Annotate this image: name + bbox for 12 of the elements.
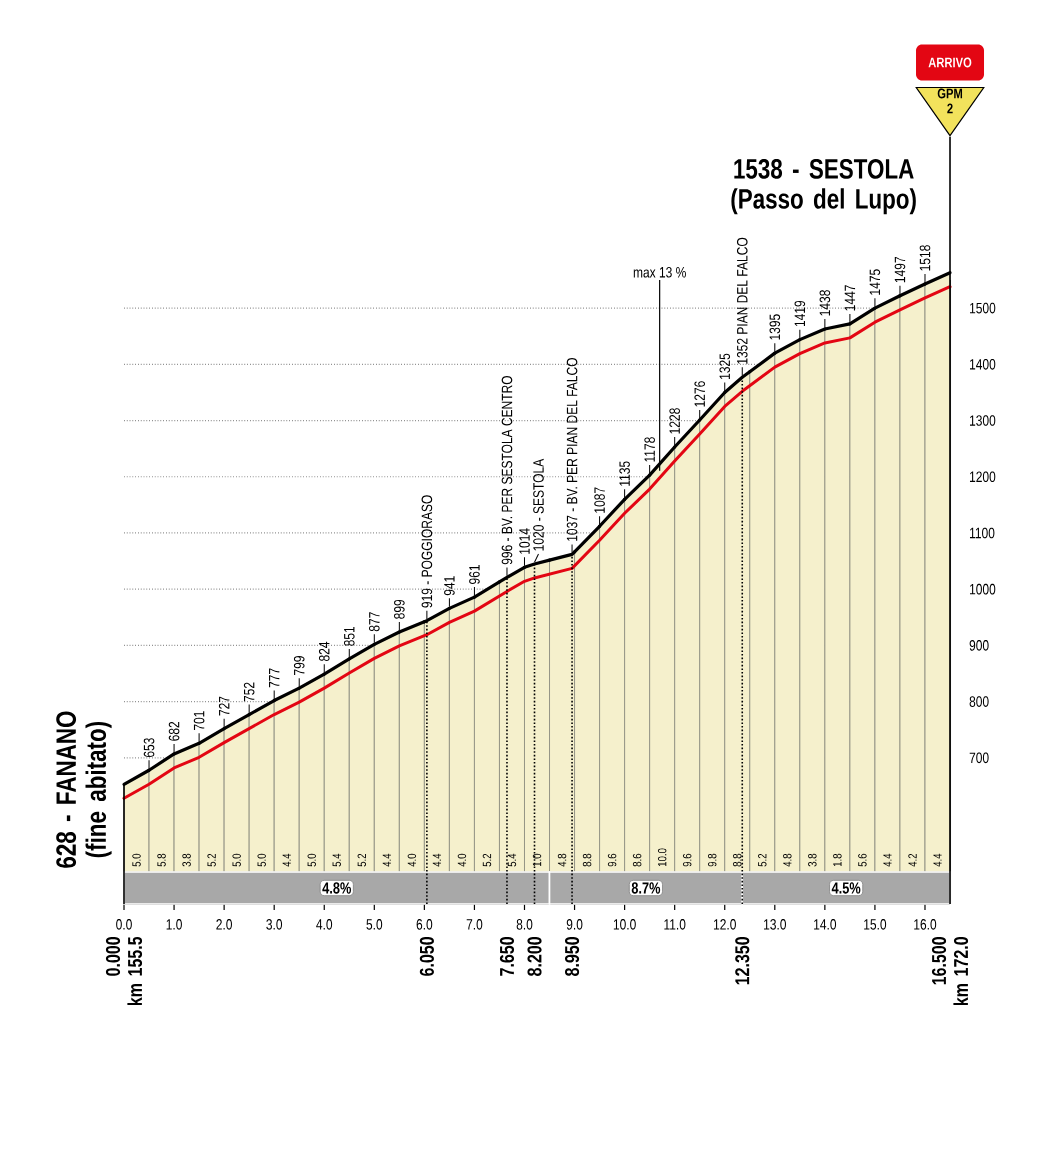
data-label: 628 - FANANO (fine abitato) [56,711,112,868]
band-label: 8.7% [631,882,661,894]
ref-line-label: 6.050 [419,937,434,976]
ref-line-label: 7.650 [499,937,515,976]
ref-line-label: 8.950 [564,937,580,976]
ref-line-label: 12.350 [735,937,750,985]
data-label: 1538 - SESTOLA (Passo del Lupo) [731,158,916,215]
ref-line-label: 8.200 [527,937,542,976]
ref-line-label: 16.500 km 172.0 [931,937,969,1006]
band-label: 4.8% [322,882,352,894]
ref-line-label: 0.000 km 155.5 [105,936,143,1006]
band-label: 4.5% [831,882,861,894]
